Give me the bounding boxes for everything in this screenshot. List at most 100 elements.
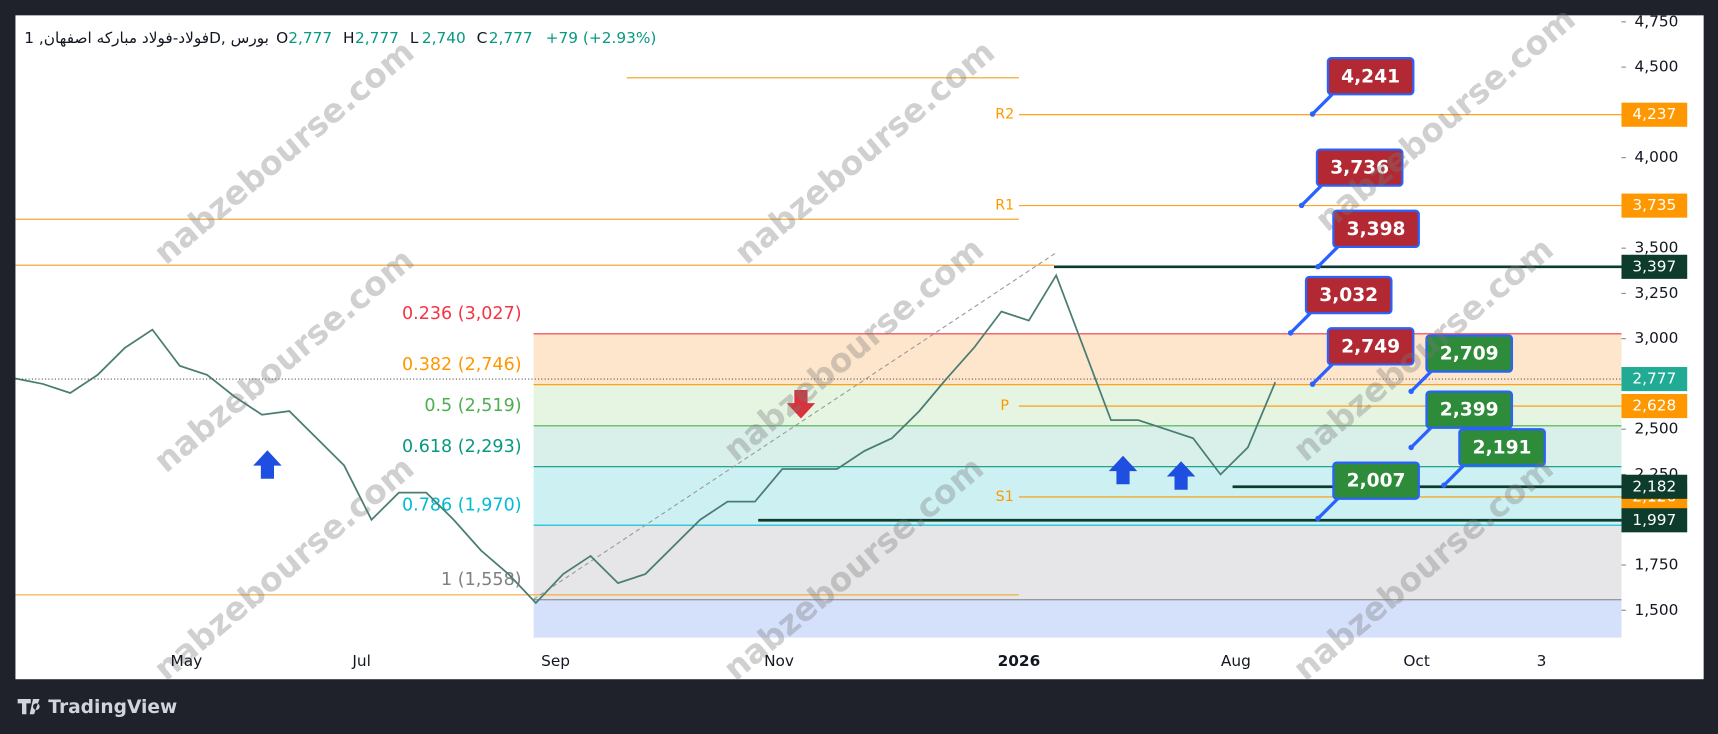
y-tick-label: 4,000 xyxy=(1635,148,1679,166)
callout-label: 2,749 xyxy=(1341,336,1400,357)
callout-anchor xyxy=(1408,388,1414,395)
callout-anchor xyxy=(1309,111,1316,117)
pivot-name: R1 xyxy=(995,198,1014,214)
callout-anchor xyxy=(1287,330,1294,336)
callout-anchor xyxy=(1309,381,1316,387)
ohlc-value: 2,740 xyxy=(422,29,466,47)
callout-pointer xyxy=(1300,184,1323,207)
symbol: فولاد-فولاد مبارکه اصفهان, 1D, بورس xyxy=(24,29,269,48)
fib-band xyxy=(533,599,1622,638)
callout-box xyxy=(1458,428,1546,467)
fib-label: 0.382 (2,746) xyxy=(402,355,522,375)
ohlc-key: L xyxy=(410,29,419,47)
price-tag xyxy=(1621,508,1688,533)
y-tick-label: 4,750 xyxy=(1635,12,1679,30)
ohlc-value: 2,777 xyxy=(489,29,533,47)
callout-label: 2,191 xyxy=(1473,437,1532,458)
y-tick-label: 1,750 xyxy=(1635,555,1679,573)
price-tag-label: 2,182 xyxy=(1632,477,1676,495)
ohlc-value: 2,777 xyxy=(288,29,332,47)
pivot-name: P xyxy=(1000,398,1009,414)
y-tick-label: 3,500 xyxy=(1635,239,1679,257)
callout-label: 4,241 xyxy=(1341,66,1400,87)
y-tick-label: 4,500 xyxy=(1635,58,1679,76)
callout-pointer xyxy=(1409,426,1433,449)
callout-pointer xyxy=(1442,464,1465,487)
y-tick-label: 3,000 xyxy=(1635,329,1679,347)
callout-pointer xyxy=(1316,497,1339,520)
price-tag xyxy=(1621,393,1688,419)
callout-pointer xyxy=(1409,370,1433,393)
callout-label: 3,398 xyxy=(1347,219,1406,240)
callout-label: 2,709 xyxy=(1440,344,1499,365)
ohlc-key: H xyxy=(343,29,355,47)
callout-box xyxy=(1326,327,1415,366)
y-tick-label: 1,500 xyxy=(1635,601,1679,619)
x-tick-label: Sep xyxy=(541,652,570,670)
price-tag xyxy=(1621,102,1688,127)
x-tick-label: Nov xyxy=(764,652,794,670)
y-tick-label: 2,500 xyxy=(1635,420,1679,438)
callout-pointer xyxy=(1289,312,1312,335)
callout-box xyxy=(1425,334,1514,373)
callout-label: 2,399 xyxy=(1440,400,1499,421)
down-arrow xyxy=(786,390,816,419)
up-arrow xyxy=(1166,461,1196,490)
callout-anchor xyxy=(1298,202,1305,209)
fib-label: 1 (1,558) xyxy=(441,570,522,590)
price-tag-label: 3,735 xyxy=(1632,196,1676,214)
x-tick-label: Oct xyxy=(1403,652,1430,670)
x-tick-label: 2026 xyxy=(998,652,1041,670)
fib-label: 0.5 (2,519) xyxy=(424,396,521,416)
price-tag xyxy=(1621,474,1688,499)
callout-anchor xyxy=(1315,515,1321,522)
callout-box xyxy=(1332,209,1420,249)
fib-label: 0.618 (2,293) xyxy=(402,437,522,457)
price-tag xyxy=(1621,367,1688,392)
fib-label: 0.236 (3,027) xyxy=(402,304,522,324)
pivot-name: R2 xyxy=(995,107,1014,123)
callout-box xyxy=(1315,148,1404,187)
callout-pointer xyxy=(1311,93,1334,116)
trend-line xyxy=(533,251,1058,600)
price-tag-label: 3,397 xyxy=(1632,257,1676,275)
pivot-name: S1 xyxy=(996,489,1014,505)
callout-anchor xyxy=(1441,482,1447,488)
price-line xyxy=(15,273,1277,605)
ohlc-key: O xyxy=(276,29,288,47)
callout-label: 3,032 xyxy=(1319,285,1378,306)
tradingview-logo xyxy=(17,698,40,715)
up-arrow xyxy=(253,450,282,479)
fib-band xyxy=(533,525,1622,600)
ohlc-key: C xyxy=(477,29,488,47)
callout-label: 3,736 xyxy=(1330,158,1389,179)
callout-box xyxy=(1332,461,1420,500)
price-tag xyxy=(1621,254,1688,279)
callout-label: 2,007 xyxy=(1347,471,1406,492)
x-tick-label: May xyxy=(170,652,202,670)
ohlc-value: 2,777 xyxy=(355,29,399,47)
price-tag xyxy=(1621,193,1688,218)
price-tag-label: 4,237 xyxy=(1632,105,1676,123)
price-tag-label: 2,628 xyxy=(1632,397,1676,415)
callout-pointer xyxy=(1316,245,1339,268)
up-arrow xyxy=(1108,455,1138,485)
callout-anchor xyxy=(1408,444,1414,451)
x-tick-label: Aug xyxy=(1221,652,1251,670)
x-tick-label: Jul xyxy=(351,652,370,670)
price-tag-label: 2,777 xyxy=(1632,370,1676,388)
callout-pointer xyxy=(1311,363,1334,386)
y-tick-label: 3,250 xyxy=(1635,284,1679,302)
footer-brand: TradingView xyxy=(48,697,177,718)
fib-label: 0.786 (1,970) xyxy=(402,495,522,515)
callout-anchor xyxy=(1315,263,1321,270)
price-tag-label: 1,997 xyxy=(1632,511,1676,529)
fib-band xyxy=(533,425,1622,467)
fib-band xyxy=(533,466,1622,526)
x-tick-label: 3 xyxy=(1537,652,1547,670)
callout-box xyxy=(1304,275,1393,315)
callout-box xyxy=(1425,390,1514,429)
callout-box xyxy=(1326,57,1415,96)
